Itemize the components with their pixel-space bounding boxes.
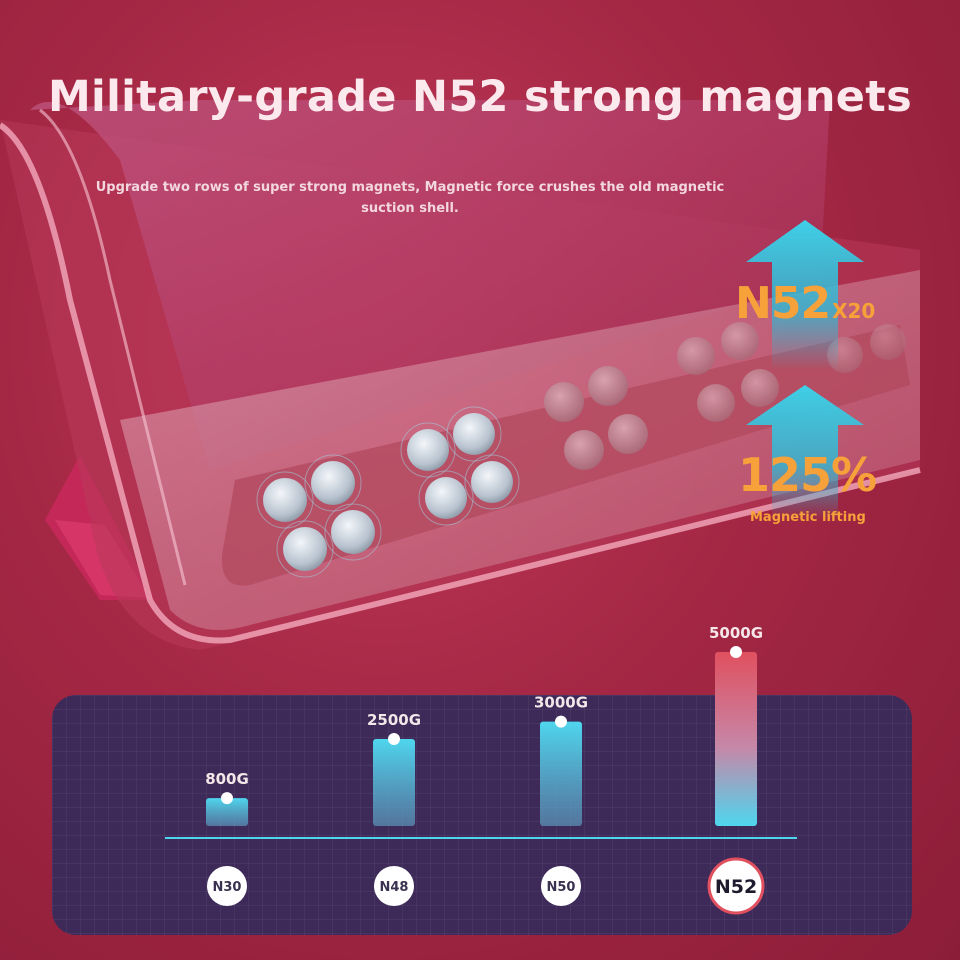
magnet-group-1 bbox=[256, 454, 382, 578]
bar-top-dot bbox=[221, 792, 233, 805]
page-title: Military-grade N52 strong magnets bbox=[47, 72, 913, 122]
magnet-group-3 bbox=[544, 366, 648, 470]
grade-node-n48 bbox=[374, 866, 414, 906]
grade-badge: N52 X20 bbox=[735, 278, 875, 329]
grade-node-n52 bbox=[707, 857, 765, 915]
bar-n48 bbox=[373, 739, 415, 826]
bar-top-dot bbox=[730, 646, 742, 658]
bar-n30 bbox=[206, 798, 248, 826]
grade-label: N52 bbox=[735, 278, 831, 329]
bar-top-dot bbox=[555, 715, 567, 728]
grade-node-label: N30 bbox=[213, 880, 242, 895]
bar-value-label: 2500G bbox=[367, 711, 421, 729]
grade-node-label: N52 bbox=[715, 876, 757, 898]
grade-node-label: N50 bbox=[547, 880, 576, 895]
multiplier-label: X20 bbox=[832, 299, 876, 323]
grade-node-n50 bbox=[541, 866, 581, 906]
bar-n50 bbox=[540, 721, 582, 826]
up-arrow-icon-top bbox=[746, 220, 864, 370]
up-arrow-icon-bottom bbox=[746, 385, 864, 520]
bar-value-label: 3000G bbox=[534, 694, 588, 712]
bar-value-label: 5000G bbox=[709, 624, 763, 642]
chart-panel bbox=[52, 695, 912, 935]
grade-node-label: N48 bbox=[380, 880, 409, 895]
lift-caption: Magnetic lifting bbox=[750, 510, 866, 525]
page-subtitle: Upgrade two rows of super strong magnets… bbox=[95, 180, 725, 216]
bar-top-dot bbox=[388, 733, 400, 745]
magnet-group-2 bbox=[400, 406, 520, 526]
percent-badge: 125% bbox=[738, 448, 877, 502]
bar-value-label: 800G bbox=[205, 770, 249, 788]
bar-n52 bbox=[715, 652, 757, 826]
grade-node-n30 bbox=[207, 866, 247, 906]
